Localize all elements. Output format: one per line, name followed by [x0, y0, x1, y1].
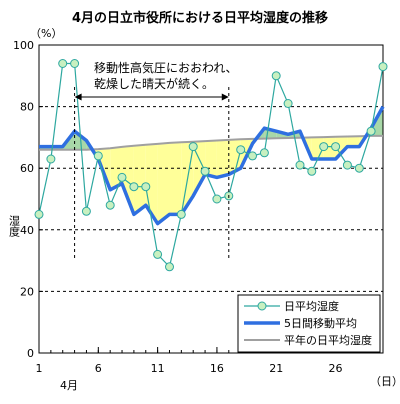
- dry-area: [347, 136, 360, 147]
- data-point: [295, 160, 305, 170]
- y-tick-label: 40: [20, 224, 34, 237]
- y-tick-label: 60: [20, 162, 34, 175]
- x-unit-label: （日）: [370, 375, 400, 388]
- y-unit-label: （%）: [30, 27, 62, 40]
- series-normal-line: [39, 134, 383, 151]
- data-point: [70, 59, 80, 68]
- x-tick-label: 21: [269, 362, 283, 375]
- data-point: [46, 154, 56, 164]
- legend-daily-marker: [257, 301, 267, 311]
- annotation-line-1: 移動性高気圧におおわれ、: [94, 60, 238, 75]
- data-point: [248, 151, 257, 161]
- data-point: [153, 249, 163, 259]
- annotation-line-2: 乾燥した晴天が続く。: [94, 76, 214, 91]
- data-point: [307, 166, 317, 176]
- x-tick-label: 1: [36, 362, 43, 375]
- y-tick-label: 20: [20, 285, 34, 298]
- x-tick-label: 16: [210, 362, 224, 375]
- x-tick-label: 26: [329, 362, 343, 375]
- data-point: [236, 145, 246, 155]
- data-point: [81, 206, 91, 216]
- dry-area: [133, 144, 146, 215]
- dry-area: [216, 139, 229, 178]
- data-point: [271, 71, 281, 81]
- data-point: [141, 182, 151, 192]
- annotation-arrow-head-right: [221, 93, 229, 101]
- chart-title: 4月の日立市役所における日平均湿度の推移: [72, 10, 328, 26]
- legend-moving-label: 5日間移動平均: [284, 316, 357, 330]
- data-point: [366, 126, 376, 136]
- data-point: [58, 59, 68, 68]
- plot-frame: [38, 44, 384, 354]
- dry-area: [122, 145, 134, 215]
- data-point: [378, 62, 388, 72]
- legend-normal-label: 平年の日平均湿度: [284, 333, 372, 347]
- data-point: [200, 166, 210, 176]
- legend: 日平均湿度 5日間移動平均 平年の日平均湿度: [237, 294, 381, 353]
- x-tick-label: 6: [95, 362, 102, 375]
- legend-daily-label: 日平均湿度: [284, 299, 339, 313]
- data-point: [212, 194, 222, 204]
- dry-area: [157, 142, 170, 224]
- data-point: [165, 262, 174, 272]
- dry-area: [169, 142, 182, 215]
- y-axis-label: 湿度: [8, 215, 21, 238]
- data-point: [129, 182, 139, 192]
- data-point: [354, 163, 364, 173]
- dry-area: [323, 136, 336, 159]
- data-point: [188, 142, 198, 152]
- x-tick-label: 11: [151, 362, 165, 375]
- y-tick-label: 80: [20, 101, 34, 114]
- data-point: [319, 142, 329, 152]
- y-tick-label: 0: [27, 347, 34, 360]
- data-point: [342, 160, 352, 170]
- data-point: [93, 151, 103, 161]
- data-point: [117, 172, 127, 182]
- data-point: [259, 148, 269, 158]
- annotation-arrow-head-left: [74, 93, 82, 101]
- data-point: [283, 99, 293, 108]
- data-point: [176, 209, 186, 219]
- data-point: [331, 142, 341, 152]
- y-tick-label: 100: [13, 39, 34, 52]
- dry-area: [193, 141, 206, 196]
- data-point: [34, 209, 44, 219]
- data-point: [105, 200, 115, 210]
- month-label: 4月: [60, 379, 78, 392]
